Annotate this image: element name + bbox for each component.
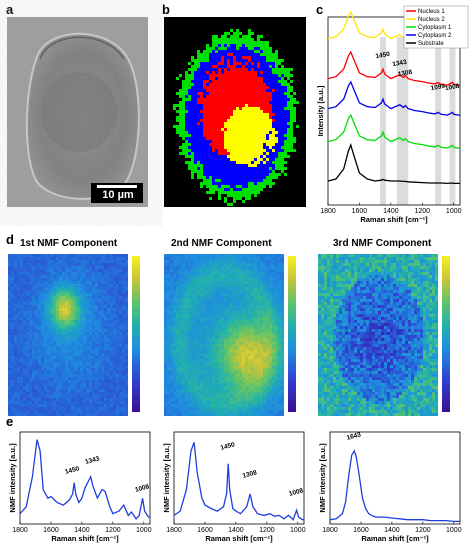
nmf1-pixels xyxy=(8,254,128,416)
e1-xtick-label-3: 1200 xyxy=(105,527,121,534)
e2-peak-label-1008: 1008 xyxy=(288,487,304,498)
panel-label-e: e xyxy=(6,414,13,429)
nmf2-pixels xyxy=(164,254,284,416)
peak-band-4 xyxy=(449,37,455,205)
nmf-title-2: 2nd NMF Component xyxy=(171,238,272,249)
e2-spectrum-line xyxy=(174,442,304,519)
c-peak-label-1099: 1099 xyxy=(430,83,446,92)
e1-xtick-label-1: 1600 xyxy=(43,527,59,534)
panel-c-spectra-chart: 1800 1600 1400 1200 1000 Raman shift [cm⁻¹] In… xyxy=(310,5,470,225)
e2-peak-label-1308: 1308 xyxy=(242,469,258,480)
e3-xtick-label-4: 1000 xyxy=(446,527,462,534)
e3-xtick-label-0: 1800 xyxy=(322,527,338,534)
e2-ylabel: NMF intensity [a.u.] xyxy=(162,443,171,513)
c-xtick-label-2: 1400 xyxy=(383,208,399,215)
panel-label-d: d xyxy=(6,232,14,247)
e3-ylabel: NMF intensity [a.u.] xyxy=(318,443,327,513)
nmf-spectrum-3: 1800 1600 1400 1200 1000 Raman shift [cm⁻¹] NM… xyxy=(314,428,464,548)
scalebar-label: 10 µm xyxy=(92,189,144,201)
e1-peak-label-1343: 1343 xyxy=(84,455,100,466)
e1-axes-frame xyxy=(20,432,150,524)
c-legend: Nucleus 1 Nucleus 2 Cytoplasm 1 Cytoplasm 2… xyxy=(404,6,468,48)
panel-label-b: b xyxy=(162,2,170,17)
e1-xtick-label-0: 1800 xyxy=(12,527,28,534)
c-xtick-label-4: 1000 xyxy=(446,208,462,215)
e2-peak-label-1450: 1450 xyxy=(220,441,236,452)
c-legend-label-2: Cytoplasm 1 xyxy=(418,25,452,31)
peak-band-3 xyxy=(435,37,441,205)
c-xtick-label-3: 1200 xyxy=(414,208,430,215)
nmf-title-3: 3rd NMF Component xyxy=(333,238,431,249)
e3-peak-label-1643: 1643 xyxy=(346,431,362,442)
nmf-map-3 xyxy=(318,254,438,414)
colorbar-2 xyxy=(288,256,296,412)
colorbar-3 xyxy=(442,256,450,412)
e1-xtick-label-2: 1400 xyxy=(74,527,90,534)
e2-xtick-label-0: 1800 xyxy=(166,527,182,534)
e1-peak-label-1008: 1008 xyxy=(134,483,150,494)
e1-xlabel: Raman shift [cm⁻¹] xyxy=(51,534,119,543)
c-xtick-label-0: 1800 xyxy=(320,208,336,215)
nmf-title-1: 1st NMF Component xyxy=(20,238,117,249)
e3-xtick-label-2: 1400 xyxy=(384,527,400,534)
e2-xtick-label-1: 1600 xyxy=(197,527,213,534)
c-peak-label-1008: 1008 xyxy=(444,83,460,92)
e3-xlabel: Raman shift [cm⁻¹] xyxy=(361,534,429,543)
colorbar-1 xyxy=(132,256,140,412)
nmf-spectrum-1: 1800 1600 1400 1200 1000 Raman shift [cm⁻¹] NM… xyxy=(4,428,154,548)
nmf3-pixels xyxy=(318,254,438,416)
c-legend-label-3: Cytoplasm 2 xyxy=(418,33,452,39)
c-peak-label-1308: 1308 xyxy=(397,69,413,78)
e1-ylabel: NMF intensity [a.u.] xyxy=(8,443,17,513)
panel-a-micrograph xyxy=(7,17,148,207)
e1-peak-label-1450: 1450 xyxy=(64,465,80,476)
e1-xtick-label-4: 1000 xyxy=(136,527,152,534)
c-xtick-label-1: 1600 xyxy=(352,208,368,215)
e3-axes-frame xyxy=(330,432,460,524)
c-ylabel: Intensity [a.u.] xyxy=(316,85,325,136)
c-peak-label-1450: 1450 xyxy=(375,51,391,60)
e2-xtick-label-2: 1400 xyxy=(228,527,244,534)
c-xlabel: Raman shift [cm⁻¹] xyxy=(360,215,428,224)
panel-label-a: a xyxy=(6,2,13,17)
nmf-map-2 xyxy=(164,254,284,414)
e3-xtick-label-1: 1600 xyxy=(353,527,369,534)
c-legend-label-0: Nucleus 1 xyxy=(418,9,445,15)
nmf-spectrum-2: 1800 1600 1400 1200 1000 Raman shift [cm⁻¹] NM… xyxy=(158,428,308,548)
c-legend-label-4: Substrate xyxy=(418,41,444,47)
e3-spectrum-line xyxy=(330,451,460,522)
e3-xtick-label-3: 1200 xyxy=(415,527,431,534)
e2-xtick-label-4: 1000 xyxy=(290,527,306,534)
nmf-map-1 xyxy=(8,254,128,414)
e2-xtick-label-3: 1200 xyxy=(259,527,275,534)
e2-xlabel: Raman shift [cm⁻¹] xyxy=(205,534,273,543)
c-legend-label-1: Nucleus 2 xyxy=(418,17,445,23)
panel-b-cluster-map xyxy=(164,17,306,207)
e1-spectrum-line xyxy=(20,440,150,519)
